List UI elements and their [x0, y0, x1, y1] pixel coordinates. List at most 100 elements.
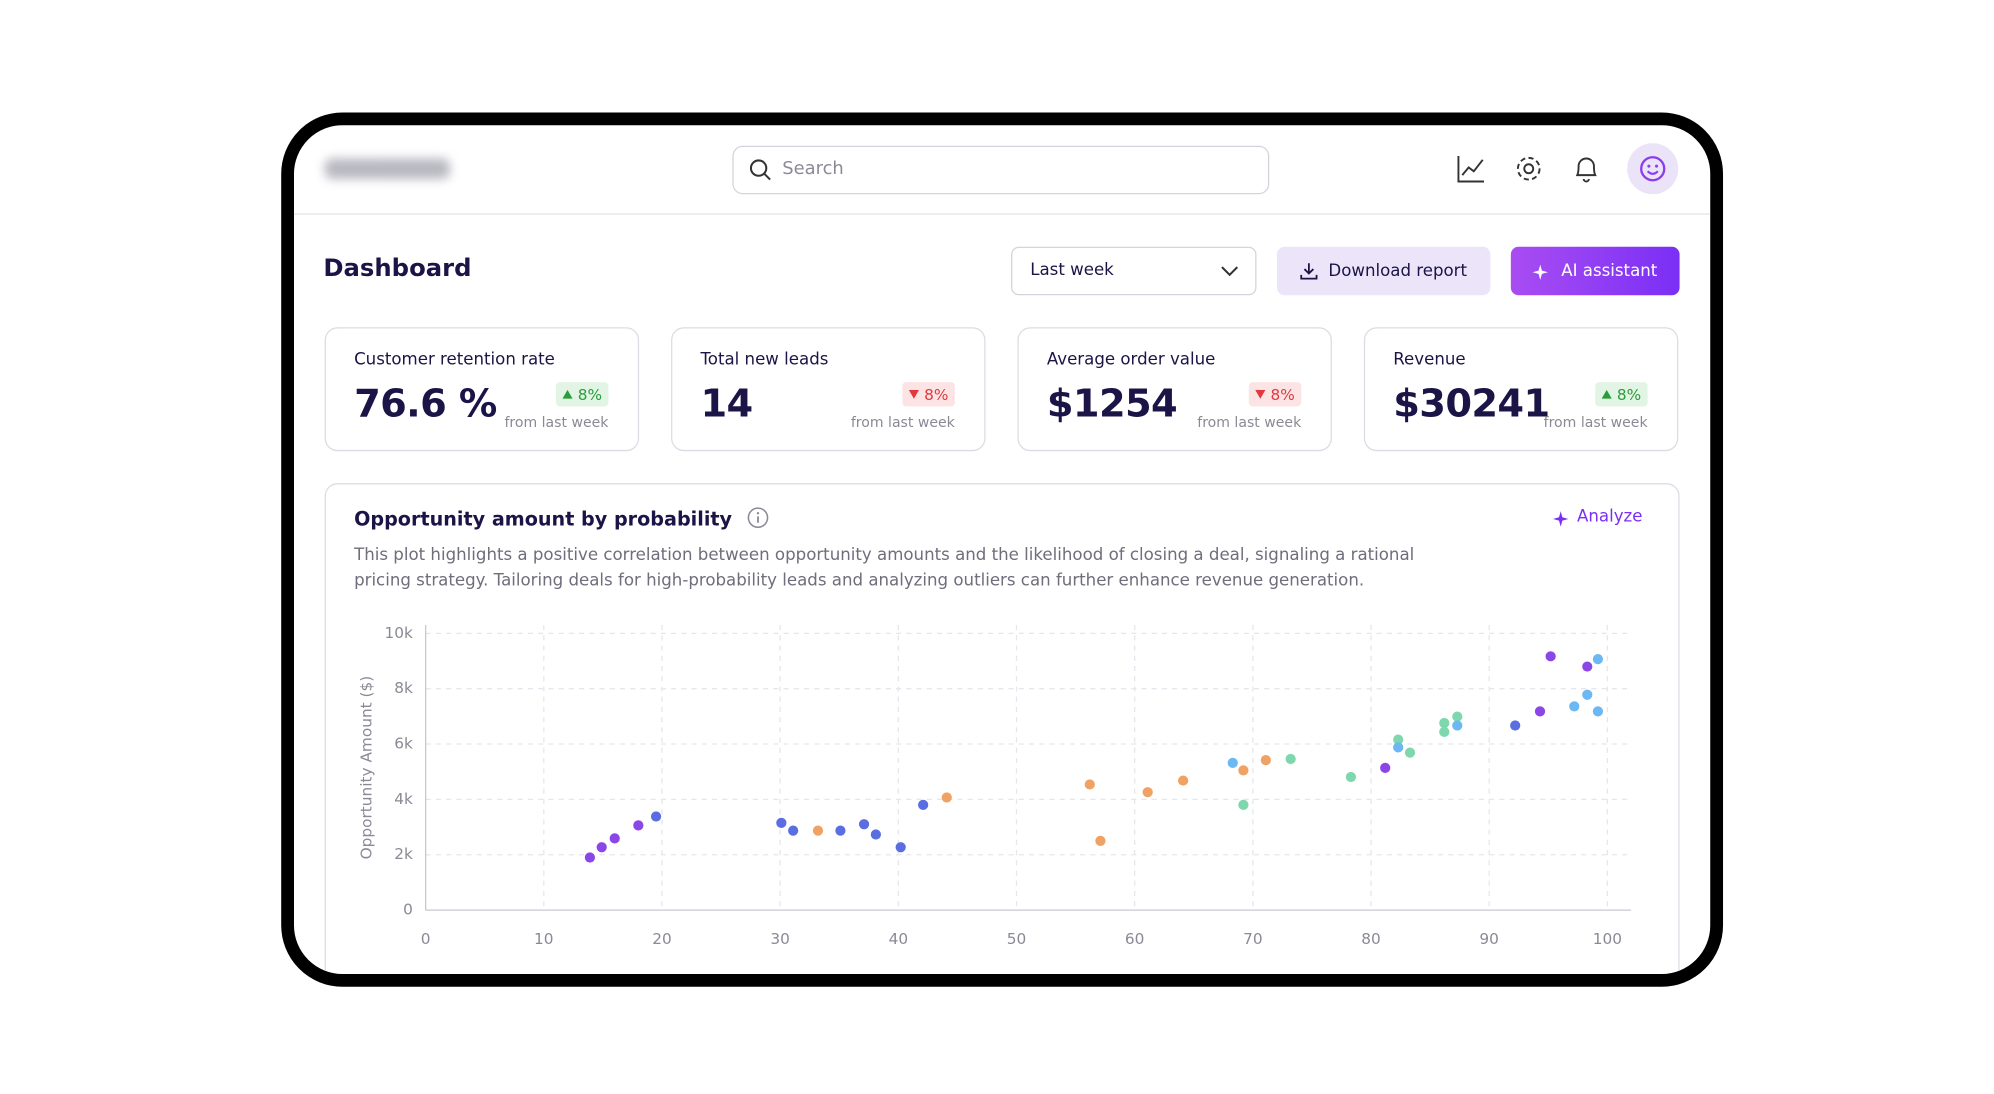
data-point — [1285, 753, 1296, 765]
analytics-icon[interactable] — [1456, 153, 1487, 184]
period-dropdown[interactable]: Last week — [1011, 246, 1257, 296]
download-button[interactable]: Download report — [1276, 246, 1491, 296]
data-point — [1582, 661, 1593, 672]
settings-icon[interactable] — [1513, 153, 1544, 184]
trend-arrow — [1255, 389, 1266, 399]
x-tick-label: 90 — [1479, 930, 1499, 948]
y-tick-label: 2k — [394, 845, 413, 863]
header-divider — [293, 213, 1711, 215]
data-point — [1084, 779, 1095, 790]
search-placeholder: Search — [782, 158, 844, 179]
kpi-value: $1254 — [1046, 382, 1178, 427]
x-tick-label: 50 — [1007, 930, 1027, 948]
trend-arrow-shape — [908, 389, 919, 399]
data-point — [1592, 706, 1604, 717]
data-point — [1227, 757, 1238, 768]
kpi-change-value: 8% — [577, 385, 603, 404]
x-tick-label: 20 — [652, 930, 672, 948]
data-point — [1452, 711, 1463, 722]
ai-assistant-label: AI assistant — [1561, 261, 1658, 281]
data-point — [1592, 653, 1604, 665]
data-point — [776, 817, 787, 829]
x-tick-label: 0 — [421, 930, 431, 948]
kpi-note: from last week — [1197, 414, 1302, 431]
kpi-change: 8% — [1248, 382, 1302, 407]
kpi-title: Average order value — [1046, 350, 1216, 370]
chevron-icon — [1221, 266, 1239, 277]
x-tick-label: 10 — [534, 930, 554, 948]
data-point — [858, 819, 870, 830]
download-icon — [1300, 263, 1318, 280]
data-point — [1569, 701, 1580, 712]
y-tick-label: 4k — [394, 790, 413, 808]
chart-title-text: Opportunity amount by probability — [354, 507, 733, 531]
data-point — [1260, 754, 1271, 766]
period-value: Last week — [1030, 260, 1114, 280]
sparkle-icon — [1552, 510, 1569, 526]
x-tick-label: 40 — [889, 930, 909, 948]
chart-title: Opportunity amount by probability — [354, 506, 769, 530]
kpi-note: from last week — [850, 414, 955, 431]
avatar[interactable] — [1627, 143, 1679, 195]
data-point — [1095, 835, 1106, 847]
kpi-note: from last week — [504, 414, 609, 431]
data-point — [1380, 762, 1391, 773]
data-point — [895, 842, 906, 853]
search-box[interactable]: Search — [732, 145, 1270, 195]
data-point — [1404, 747, 1416, 758]
ai-assistant-button[interactable]: AI assistant — [1510, 246, 1680, 296]
trend-arrow-shape — [562, 389, 573, 399]
data-point — [633, 820, 644, 831]
page-title: Dashboard — [323, 254, 472, 283]
kpi-change: 8% — [1595, 382, 1648, 407]
data-point — [1238, 765, 1249, 776]
info-icon[interactable] — [746, 506, 769, 529]
chart: 0 2k 4k 6k 8k 10k 0 10 20 30 40 50 60 70 80 90 100 Opport… — [357, 624, 1631, 948]
kpi-card: Customer retention rate 76.6 % 8% from last… — [324, 327, 640, 452]
kpi-value: 76.6 % — [354, 382, 497, 427]
trend-arrow-shape — [1255, 389, 1266, 399]
data-point — [1345, 771, 1357, 783]
data-point — [609, 833, 620, 844]
data-point — [870, 829, 881, 840]
x-tick-label: 70 — [1243, 930, 1263, 948]
y-tick-label: 8k — [394, 679, 413, 697]
kpi-value: $30241 — [1393, 382, 1550, 427]
kpi-title: Revenue — [1393, 350, 1466, 370]
kpi-card: Average order value $1254 8% from last week — [1017, 327, 1332, 452]
kpi-title: Customer retention rate — [354, 350, 555, 370]
search-icon — [749, 159, 771, 181]
data-point — [584, 852, 596, 863]
data-point — [835, 825, 846, 836]
data-point — [1582, 689, 1593, 700]
data-point — [1439, 717, 1450, 729]
analyze-button[interactable]: Analyze — [1552, 507, 1642, 527]
y-axis-title: Opportunity Amount ($) — [357, 676, 375, 860]
data-point — [1452, 720, 1463, 731]
data-point — [650, 811, 662, 822]
chart-card: 0 2k 4k 6k 8k 10k 0 10 20 30 40 50 60 70 80 90 100 Opport… — [324, 483, 1680, 974]
kpi-title: Total new leads — [700, 350, 829, 370]
logo — [324, 158, 450, 179]
notifications-icon[interactable] — [1571, 153, 1602, 184]
kpi-note: from last week — [1543, 414, 1648, 431]
download-label: Download report — [1328, 261, 1468, 281]
kpi-card: Revenue $30241 8% from last week — [1363, 327, 1679, 452]
data-point — [1142, 787, 1153, 798]
y-tick-label: 10k — [384, 624, 413, 642]
trend-arrow — [562, 389, 573, 399]
data-point — [1393, 742, 1404, 753]
x-tick-label: 80 — [1361, 930, 1381, 948]
data-point — [1534, 706, 1546, 717]
sparkle-icon — [1533, 264, 1549, 280]
kpi-change-value: 8% — [1616, 385, 1642, 404]
y-tick-label: 6k — [394, 735, 413, 753]
trend-arrow-shape — [1601, 389, 1612, 399]
kpi-card: Total new leads 14 8% from last week — [671, 327, 986, 452]
data-point — [1545, 651, 1556, 662]
x-tick-label: 60 — [1125, 930, 1145, 948]
data-point — [596, 842, 607, 853]
trend-arrow — [1601, 389, 1612, 399]
